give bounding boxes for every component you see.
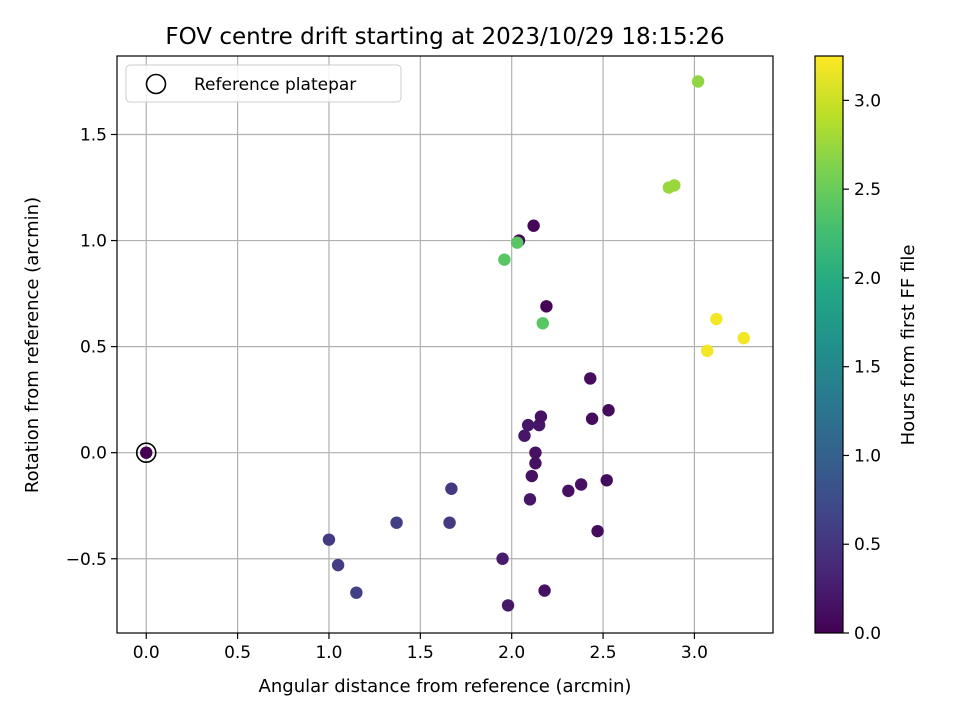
- data-point: [496, 552, 509, 565]
- data-point: [525, 469, 538, 483]
- data-point: [498, 253, 511, 266]
- legend-marker-icon: [145, 73, 167, 95]
- data-point: [540, 300, 553, 313]
- colorbar-tick-label: 0.5: [854, 535, 881, 555]
- data-point: [523, 493, 537, 506]
- data-point: [710, 312, 723, 326]
- data-point: [443, 516, 456, 529]
- colorbar-frame: [814, 55, 844, 634]
- data-point: [529, 446, 542, 459]
- colorbar-label: Hours from first FF file: [898, 245, 919, 446]
- colorbar-ticks: 0.0 0.5 1.0 1.5 2.0 2.5 3.0: [843, 91, 881, 644]
- data-point: [737, 331, 750, 345]
- data-point: [538, 584, 551, 597]
- x-tick-label: 0.5: [224, 643, 251, 663]
- data-point: [518, 429, 531, 442]
- y-tick-label: 0.0: [80, 444, 107, 464]
- colorbar-tick-label: 1.5: [854, 358, 881, 378]
- x-tick-label: 1.5: [407, 643, 434, 663]
- data-point: [510, 236, 524, 249]
- x-tick-label: 1.0: [315, 643, 342, 663]
- data-point: [445, 482, 458, 495]
- y-axis-ticks: −0.5 0.0 0.5 1.0 1.5: [66, 125, 117, 570]
- gridlines: [117, 56, 773, 633]
- colorbar-tick-label: 2.5: [854, 180, 881, 200]
- colorbar-gradient: [815, 56, 843, 633]
- data-point: [591, 524, 604, 538]
- data-point: [691, 75, 705, 88]
- data-point: [602, 404, 615, 417]
- y-tick-label: 1.5: [80, 125, 107, 145]
- data-point: [501, 599, 515, 612]
- data-point: [536, 317, 549, 330]
- x-tick-label: 2.0: [498, 643, 525, 663]
- plot-frame: [116, 55, 774, 634]
- x-axis-ticks: 0.0 0.5 1.0 1.5 2.0 2.5 3.0: [133, 633, 708, 663]
- colorbar-tick-label: 2.0: [854, 269, 881, 289]
- data-point: [140, 446, 153, 459]
- legend: Reference platepar: [125, 64, 402, 103]
- data-point: [574, 478, 588, 491]
- y-tick-label: −0.5: [66, 550, 107, 570]
- data-point: [562, 484, 575, 498]
- data-point: [701, 344, 714, 358]
- data-point: [527, 219, 540, 232]
- data-point: [600, 474, 613, 487]
- chart-title: FOV centre drift starting at 2023/10/29 …: [165, 24, 724, 50]
- legend-label: Reference platepar: [194, 75, 356, 95]
- reference-platepar-marker: [135, 442, 157, 463]
- y-axis-label: Rotation from reference (arcmin): [22, 197, 43, 493]
- y-tick-label: 0.5: [80, 338, 107, 358]
- data-point: [534, 410, 548, 423]
- data-point: [585, 412, 599, 425]
- x-tick-label: 0.0: [133, 643, 160, 663]
- colorbar: 0.0 0.5 1.0 1.5 2.0 2.5 3.0 Hours from first F…: [814, 55, 919, 644]
- data-point: [322, 533, 336, 546]
- colorbar-tick-label: 0.0: [854, 624, 881, 644]
- colorbar-tick-label: 3.0: [854, 91, 881, 111]
- y-tick-label: 1.0: [80, 232, 107, 252]
- data-point: [390, 516, 403, 529]
- x-axis-label: Angular distance from reference (arcmin): [259, 676, 632, 697]
- data-point: [521, 418, 535, 432]
- data-point: [668, 179, 681, 192]
- data-point: [350, 586, 363, 599]
- legend-box: [125, 64, 402, 103]
- x-tick-label: 2.5: [590, 643, 617, 663]
- x-tick-label: 3.0: [681, 643, 708, 663]
- reference-marker-layer: [135, 442, 157, 463]
- colorbar-tick-label: 1.0: [854, 446, 881, 466]
- data-point: [584, 372, 597, 385]
- data-point: [529, 457, 542, 470]
- data-point: [331, 558, 345, 572]
- scatter-points: [140, 75, 750, 612]
